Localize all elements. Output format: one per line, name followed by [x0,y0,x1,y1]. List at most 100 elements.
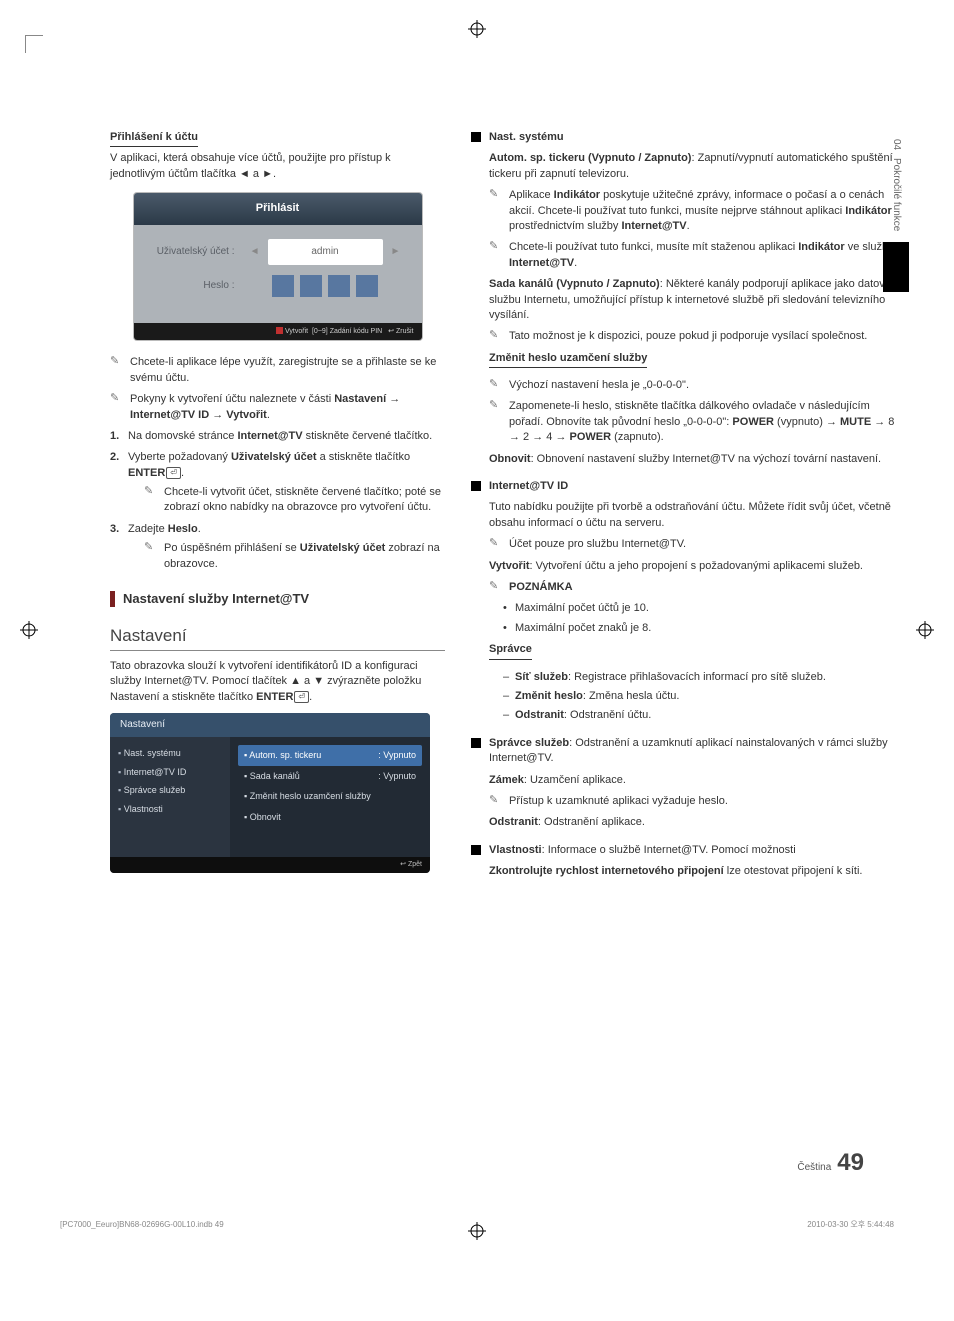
step-2: Vyberte požadovaný Uživatelský účet a st… [110,450,445,516]
print-info-bar: [PC7000_Eeuro]BN68-02696G-00L10.indb 49 … [60,1219,894,1230]
note: ✎ Přístup k uzamknuté aplikaci vyžaduje … [489,794,904,809]
content-columns: Přihlášení k účtu V aplikaci, která obsa… [110,130,904,891]
block-internet-tv-id: Internet@TV ID Tuto nabídku použijte při… [471,479,904,730]
footer-language: Čeština [797,1161,831,1175]
note-icon: ✎ [489,537,503,552]
step-2-note: ✎ Chcete-li vytvořit účet, stiskněte čer… [128,485,445,516]
print-file: [PC7000_Eeuro]BN68-02696G-00L10.indb 49 [60,1219,224,1230]
note: ✎ Tato možnost je k dispozici, pouze pok… [489,329,904,344]
note-bullets: Maximální počet účtů je 10. Maximální po… [489,601,904,636]
settings-row[interactable]: ▪ Změnit heslo uzamčení služby [238,786,422,807]
para: Sada kanálů (Vypnuto / Zapnuto): Některé… [489,277,904,323]
settings-nav-item[interactable]: Vlastnosti [118,803,222,816]
note: ✎ Zapomenete-li heslo, stiskněte tlačítk… [489,399,904,445]
note-icon: ✎ [144,485,158,516]
settings-dialog-title: Nastavení [110,713,430,737]
side-tab: 04 Pokročilé funkce [883,135,909,292]
login-row-password: Heslo : [146,275,410,297]
settings-nav-item[interactable]: Správce služeb [118,784,222,797]
note: ✎ Chcete-li používat tuto funkci, musíte… [489,240,904,271]
note-icon: ✎ [489,378,503,393]
para: Vlastnosti: Informace o službě Internet@… [489,843,904,858]
para: Tuto nabídku použijte při tvorbě a odstr… [489,500,904,531]
list-item: Síť služeb: Registrace přihlašovacích in… [503,670,904,685]
section-heading: Nastavení služby Internet@TV [110,590,445,608]
print-timestamp: 2010-03-30 오후 5:44:48 [807,1219,894,1230]
login-dialog-title: Přihlásit [134,193,422,224]
footer-cancel: Zrušit [396,328,414,335]
password-box [356,275,378,297]
settings-row[interactable]: ▪ Obnovit [238,807,422,828]
login-intro: V aplikaci, která obsahuje více účtů, po… [110,151,445,182]
section-bar-icon [110,591,115,607]
settings-nav-item[interactable]: Internet@TV ID [118,766,222,779]
page: 04 Pokročilé funkce Přihlášení k účtu V … [0,0,954,1260]
login-password-field[interactable] [241,275,410,297]
note-icon: ✎ [489,188,503,234]
para: Správce služeb: Odstranění a uzamknutí a… [489,736,904,767]
para: Odstranit: Odstranění aplikace. [489,815,904,830]
para: Zámek: Uzamčení aplikace. [489,773,904,788]
section-heading-text: Nastavení služby Internet@TV [123,590,309,608]
sub-heading: Správce [489,642,532,659]
note: ✎ Výchozí nastavení hesla je „0-0-0-0". [489,378,904,393]
note-register-text: Chcete-li aplikace lépe využít, zaregist… [130,355,445,386]
admin-list: Síť služeb: Registrace přihlašovacích in… [489,670,904,724]
heading-login: Přihlášení k účtu [110,130,198,147]
settings-row[interactable]: ▪ Autom. sp. tickeru: Vypnuto [238,745,422,766]
heading-settings: Nastavení [110,624,445,651]
para: Vytvořit: Vytvoření účtu a jeho propojen… [489,559,904,574]
list-item: Odstranit: Odstranění účtu. [503,708,904,723]
login-steps: Na domovské stránce Internet@TV stisknět… [110,429,445,572]
block-marker-icon [471,738,481,748]
bullet: Maximální počet účtů je 10. [503,601,904,616]
note-icon: ✎ [489,329,503,344]
step-3-note-text: Po úspěšném přihlášení se Uživatelský úč… [164,541,445,572]
return-icon: ↩ [388,327,394,337]
login-user-field[interactable]: ◄ admin ► [241,239,410,265]
block-properties: Vlastnosti: Informace o službě Internet@… [471,843,904,886]
note-icon: ✎ [489,240,503,271]
settings-intro: Tato obrazovka slouží k vytvoření identi… [110,659,445,705]
login-dialog-footer: Vytvořit [0~9] Zadání kódu PIN ↩Zrušit [134,323,422,341]
bullet: Maximální počet znaků je 8. [503,621,904,636]
arrow-left-icon[interactable]: ◄ [250,245,260,259]
step-3-note: ✎ Po úspěšném přihlášení se Uživatelský … [128,541,445,572]
note-heading: ✎ POZNÁMKA [489,580,904,595]
login-dialog: Přihlásit Uživatelský účet : ◄ admin ► H… [133,192,423,341]
settings-footer-back: Zpět [408,861,422,868]
note-icon: ✎ [489,580,503,595]
crop-corner [25,35,43,53]
password-box [328,275,350,297]
note-icon: ✎ [110,392,124,423]
note: ✎ Aplikace Indikátor poskytuje užitečné … [489,188,904,234]
footer-pin: [0~9] Zadání kódu PIN [312,328,382,335]
login-dialog-body: Uživatelský účet : ◄ admin ► Heslo : [134,225,422,323]
step-3: Zadejte Heslo. ✎ Po úspěšném přihlášení … [110,522,445,572]
left-column: Přihlášení k účtu V aplikaci, která obsa… [110,130,445,891]
note-icon: ✎ [489,399,503,445]
settings-dialog: Nastavení Nast. systému Internet@TV ID S… [110,713,430,873]
block-marker-icon [471,845,481,855]
note-icon: ✎ [110,355,124,386]
block-title: Nast. systému [489,131,564,143]
para: Zkontrolujte rychlost internetového přip… [489,864,904,879]
step-2-note-text: Chcete-li vytvořit účet, stiskněte červe… [164,485,445,516]
side-tab-chapter: 04 [887,135,905,154]
arrow-right-icon[interactable]: ► [391,245,401,259]
list-item: Změnit heslo: Změna hesla účtu. [503,689,904,704]
settings-dialog-body: Nast. systému Internet@TV ID Správce slu… [110,737,430,857]
settings-sidebar: Nast. systému Internet@TV ID Správce slu… [110,737,230,857]
footer-page-number: 49 [837,1146,864,1180]
registration-mark-top [468,20,486,38]
note-create-account: ✎ Pokyny k vytvoření účtu naleznete v čá… [110,392,445,423]
enter-icon: ⏎ [294,691,309,703]
note-icon: ✎ [489,794,503,809]
block-marker-icon [471,132,481,142]
side-tab-marker [883,242,909,292]
settings-nav-item[interactable]: Nast. systému [118,747,222,760]
step-1: Na domovské stránce Internet@TV stisknět… [110,429,445,444]
return-icon: ↩ [400,860,406,870]
settings-row[interactable]: ▪ Sada kanálů: Vypnuto [238,766,422,787]
footer-create: Vytvořit [285,328,308,335]
